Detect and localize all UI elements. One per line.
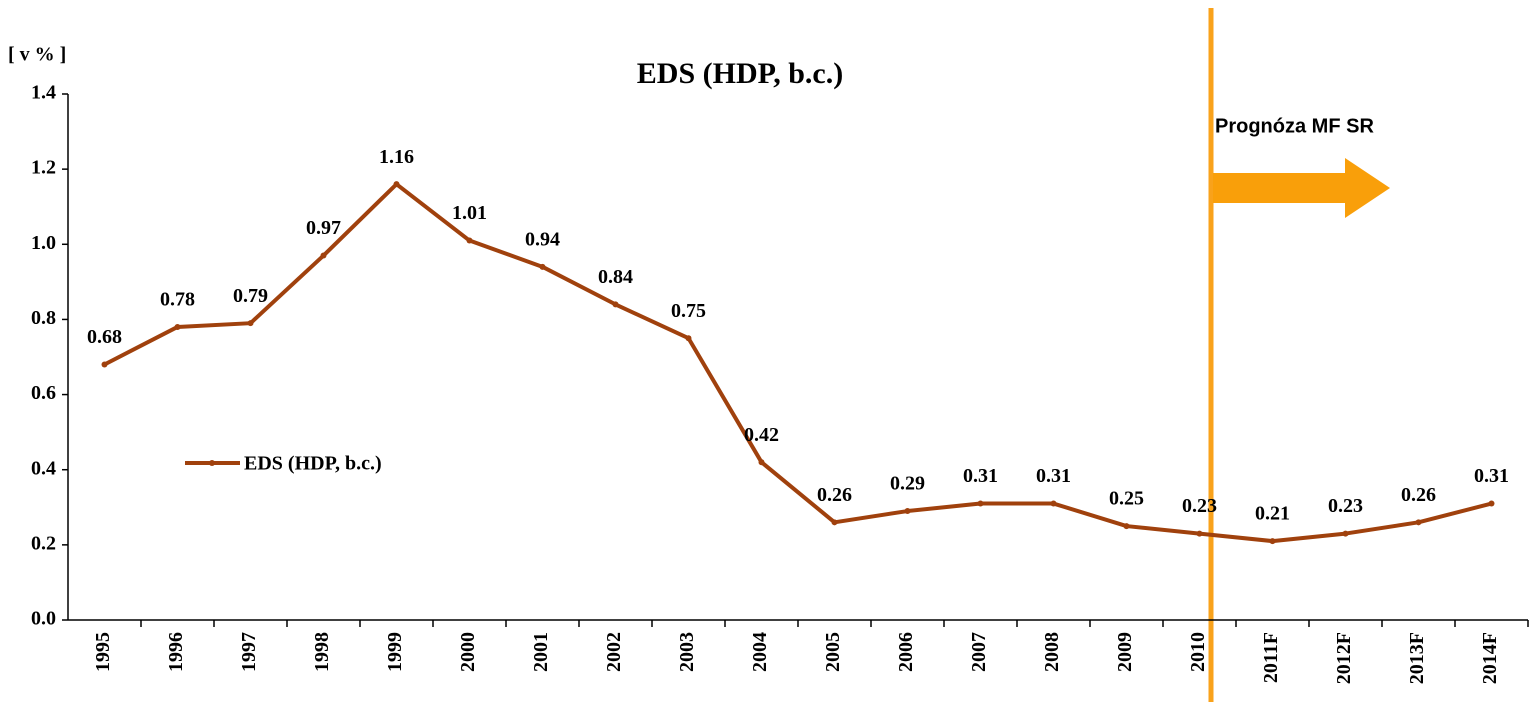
x-tick-label: 1997 <box>238 632 260 672</box>
data-point <box>320 252 327 259</box>
data-point <box>977 500 984 507</box>
data-point <box>247 320 254 327</box>
data-point <box>1415 519 1422 526</box>
data-point <box>1123 523 1130 530</box>
y-tick-label: 0.2 <box>31 532 56 554</box>
data-label: 0.31 <box>1474 465 1509 487</box>
y-axis-label: [ v % ] <box>8 44 66 66</box>
legend-label: EDS (HDP, b.c.) <box>244 453 382 475</box>
legend-marker <box>209 460 215 466</box>
chart-title: EDS (HDP, b.c.) <box>637 57 843 90</box>
data-label: 1.16 <box>379 146 414 168</box>
x-tick-label: 2001 <box>530 632 552 672</box>
x-tick-label: 2006 <box>895 632 917 672</box>
x-tick-label: 2010 <box>1187 632 1209 672</box>
x-tick-label: 2013F <box>1406 632 1428 684</box>
data-label: 0.78 <box>160 289 195 311</box>
data-label: 0.42 <box>744 424 779 446</box>
data-point <box>831 519 838 526</box>
x-tick-label: 2003 <box>676 632 698 672</box>
data-point <box>393 181 400 188</box>
data-label: 0.23 <box>1182 495 1217 517</box>
x-tick-label: 2002 <box>603 632 625 672</box>
data-label: 0.84 <box>598 266 633 288</box>
annotation: Prognóza MF SR <box>1215 115 1374 137</box>
forecast-arrow <box>1213 158 1390 218</box>
data-label: 0.94 <box>525 228 560 250</box>
data-label: 0.26 <box>817 484 852 506</box>
data-label: 0.31 <box>1036 465 1071 487</box>
x-tick-label: 1998 <box>311 632 333 672</box>
data-label: 0.23 <box>1328 495 1363 517</box>
data-label: 0.68 <box>87 326 122 348</box>
data-point <box>1488 500 1495 507</box>
y-tick-label: 1.0 <box>31 232 56 254</box>
data-label: 0.26 <box>1401 484 1436 506</box>
x-tick-label: 2014F <box>1479 632 1501 684</box>
data-point <box>174 323 181 330</box>
data-point <box>1342 530 1349 537</box>
data-label: 0.29 <box>890 473 925 495</box>
series-line <box>103 182 1492 544</box>
data-label: 0.75 <box>671 300 706 322</box>
data-label: 0.25 <box>1109 488 1144 510</box>
data-point <box>685 335 692 342</box>
x-tick-label: 2007 <box>968 632 990 672</box>
y-tick-label: 0.4 <box>31 457 56 479</box>
x-tick-label: 2009 <box>1114 632 1136 672</box>
data-label: 0.21 <box>1255 503 1290 525</box>
data-point <box>758 459 765 466</box>
x-tick-label: 1999 <box>384 632 406 672</box>
x-tick-label: 2004 <box>749 632 771 672</box>
y-tick-label: 1.4 <box>31 82 56 104</box>
x-tick-label: 2011F <box>1260 632 1282 683</box>
x-tick-label: 2000 <box>457 632 479 672</box>
y-tick-label: 0.8 <box>31 307 56 329</box>
data-label: 0.79 <box>233 285 268 307</box>
x-tick-label: 2008 <box>1041 632 1063 672</box>
data-point <box>1269 538 1276 545</box>
y-tick-label: 0.0 <box>31 608 56 630</box>
y-tick-label: 1.2 <box>31 157 56 179</box>
data-label: 0.31 <box>963 465 998 487</box>
y-tick-label: 0.6 <box>31 382 56 404</box>
x-tick-label: 2012F <box>1333 632 1355 684</box>
data-point <box>539 263 546 270</box>
x-tick-label: 2005 <box>822 632 844 672</box>
data-point <box>612 301 619 308</box>
data-point <box>904 508 911 515</box>
data-point <box>1196 530 1203 537</box>
x-tick-label: 1996 <box>165 632 187 672</box>
x-tick-label: 1995 <box>92 632 114 672</box>
data-point <box>101 361 108 368</box>
data-point <box>466 237 473 244</box>
data-label: 1.01 <box>452 202 487 224</box>
data-point <box>1050 500 1057 507</box>
data-label: 0.97 <box>306 217 341 239</box>
